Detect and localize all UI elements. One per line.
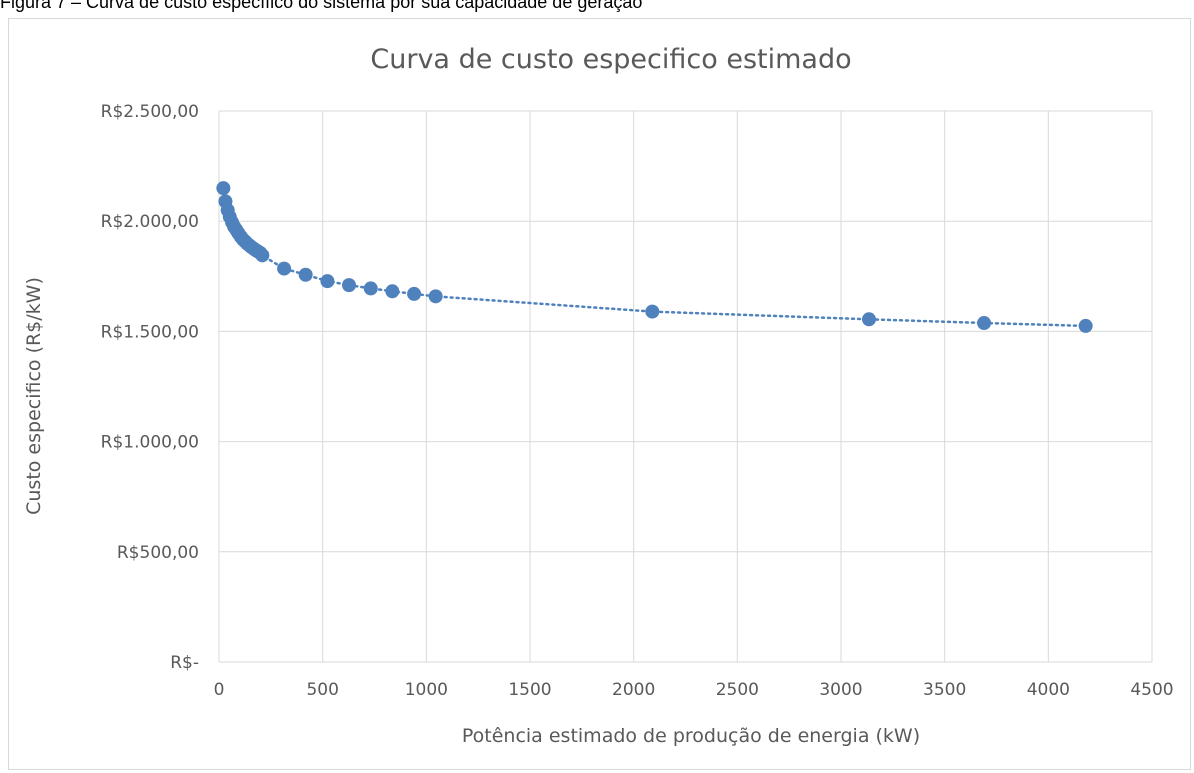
- x-tick-label: 1000: [405, 680, 448, 700]
- y-tick-label: R$2.500,00: [101, 102, 199, 122]
- data-point: [255, 248, 270, 263]
- chart-container: Curva de custo especifico estimado R$- R$…: [8, 18, 1191, 770]
- y-tick-label: R$-: [170, 653, 199, 673]
- data-point: [320, 274, 335, 289]
- data-point: [1078, 318, 1093, 333]
- data-point: [363, 281, 378, 296]
- data-point: [385, 284, 400, 299]
- data-point: [298, 267, 313, 282]
- figure-caption: Figura 7 – Curva de custo específico do …: [0, 0, 643, 12]
- y-tick-label: R$500,00: [117, 543, 199, 563]
- data-point: [341, 278, 356, 293]
- data-point: [645, 304, 660, 319]
- x-axis-label: Potência estimado de produção de energia…: [462, 725, 920, 747]
- x-tick-label: 2500: [716, 680, 759, 700]
- data-point: [428, 289, 443, 304]
- x-tick-label: 3000: [819, 680, 862, 700]
- y-tick-label: R$1.500,00: [101, 322, 199, 342]
- y-tick-label: R$2.000,00: [101, 212, 199, 232]
- data-points: [216, 181, 1093, 333]
- x-tick-label: 1500: [508, 680, 551, 700]
- y-axis-label: Custo especifico (R$/kW): [23, 277, 45, 515]
- data-point: [407, 286, 422, 301]
- scatter-chart: Curva de custo especifico estimado R$-R$…: [23, 44, 1174, 747]
- x-tick-label: 0: [214, 680, 225, 700]
- chart-title: Curva de custo especifico estimado: [370, 44, 851, 75]
- data-point: [277, 261, 292, 276]
- data-point: [977, 316, 992, 331]
- data-point: [216, 181, 231, 196]
- chart-grid: [218, 110, 1153, 663]
- y-tick-label: R$1.000,00: [101, 433, 199, 453]
- x-tick-label: 4500: [1130, 680, 1173, 700]
- x-tick-label: 500: [306, 680, 338, 700]
- x-tick-label: 3500: [923, 680, 966, 700]
- y-axis-ticks: R$- R$500,00 R$1.000,00 R$1.500,00 R$2.000,0…: [101, 102, 199, 673]
- x-tick-label: 4000: [1027, 680, 1070, 700]
- x-tick-label: 2000: [612, 680, 655, 700]
- x-axis-ticks: 0 500 1000 1500 2000 2500 3000 3500 4000 4500: [214, 680, 1174, 700]
- data-point: [861, 312, 876, 327]
